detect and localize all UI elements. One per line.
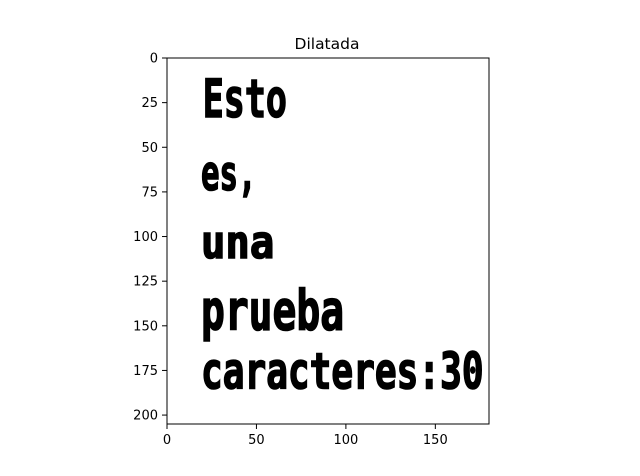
y-tick-label: 175	[133, 364, 158, 379]
image-background	[167, 58, 489, 424]
x-tick-label: 50	[248, 433, 265, 448]
y-tick-label: 75	[141, 185, 158, 200]
y-tick-label: 125	[133, 275, 158, 290]
image-text-line-4: prueba	[201, 278, 344, 342]
y-tick-label: 25	[141, 96, 158, 111]
image-text-line-3: una	[201, 216, 274, 269]
x-tick-label: 100	[333, 433, 358, 448]
image-text-line-2: es,	[201, 146, 257, 202]
image-text-line-1: Esto	[203, 69, 287, 130]
y-tick-label: 200	[133, 409, 158, 424]
y-tick-label: 0	[150, 52, 158, 67]
x-tick-label: 0	[163, 433, 171, 448]
image-text-line-5: caracteres:30	[201, 341, 484, 400]
y-tick-label: 100	[133, 230, 158, 245]
chart-title: Dilatada	[295, 35, 360, 53]
axes: 0 50 100 150 0 25 50 75 100 125 150 175 200	[133, 52, 490, 448]
y-tick-label: 150	[133, 319, 158, 334]
axes-frame	[166, 57, 490, 425]
x-tick-label: 150	[423, 433, 448, 448]
y-tick-label: 50	[141, 141, 158, 156]
